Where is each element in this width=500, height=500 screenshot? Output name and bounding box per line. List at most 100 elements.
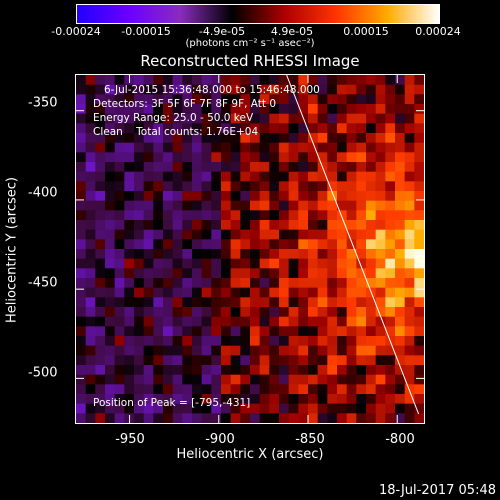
heatmap-cell bbox=[250, 229, 260, 240]
heatmap-cell bbox=[288, 162, 299, 172]
heatmap-cell bbox=[356, 258, 367, 269]
heatmap-cell bbox=[134, 123, 144, 134]
heatmap-cell bbox=[230, 394, 241, 404]
heatmap-cell bbox=[153, 316, 164, 327]
heatmap-cell bbox=[279, 394, 289, 404]
heatmap-cell bbox=[76, 181, 86, 192]
heatmap-cell bbox=[143, 297, 154, 308]
heatmap-cell bbox=[114, 384, 125, 395]
heatmap-cell bbox=[356, 394, 367, 404]
heatmap-cell bbox=[153, 104, 164, 114]
heatmap-cell bbox=[279, 403, 289, 414]
heatmap-cell bbox=[337, 374, 347, 385]
heatmap-cell bbox=[240, 307, 251, 317]
heatmap-cell bbox=[298, 268, 309, 279]
heatmap-cell bbox=[153, 297, 164, 308]
heatmap-cell bbox=[269, 181, 280, 192]
heatmap-cell bbox=[230, 171, 241, 182]
heatmap-cell bbox=[414, 220, 424, 230]
heatmap-cell bbox=[269, 210, 280, 221]
heatmap-cell bbox=[134, 278, 144, 288]
heatmap-cell bbox=[269, 345, 280, 356]
heatmap-cell bbox=[240, 278, 251, 288]
heatmap-cell bbox=[182, 268, 193, 279]
heatmap-cell bbox=[375, 220, 386, 230]
heatmap-cell bbox=[85, 75, 96, 85]
heatmap-cell bbox=[85, 94, 96, 105]
heatmap-cell bbox=[153, 152, 164, 163]
heatmap-cell bbox=[153, 403, 164, 414]
heatmap-cell bbox=[201, 307, 212, 317]
heatmap-cell bbox=[308, 297, 318, 308]
heatmap-cell bbox=[221, 142, 231, 153]
heatmap-cell bbox=[317, 394, 328, 404]
heatmap-cell bbox=[279, 268, 289, 279]
heatmap-cell bbox=[211, 258, 222, 269]
heatmap-cell bbox=[250, 171, 260, 182]
heatmap-cell bbox=[385, 287, 396, 298]
heatmap-cell bbox=[240, 365, 251, 375]
heatmap-cell bbox=[356, 307, 367, 317]
heatmap-cell bbox=[124, 249, 135, 259]
heatmap-cell bbox=[201, 345, 212, 356]
heatmap-cell bbox=[259, 384, 270, 395]
heatmap-cell bbox=[76, 123, 86, 134]
heatmap-cell bbox=[230, 113, 241, 124]
heatmap-cell bbox=[327, 316, 338, 327]
heatmap-cell bbox=[385, 394, 396, 404]
heatmap-cell bbox=[385, 268, 396, 279]
heatmap-cell bbox=[124, 142, 135, 153]
heatmap-cell bbox=[163, 345, 173, 356]
heatmap-cell bbox=[76, 258, 86, 269]
heatmap-cell bbox=[95, 413, 106, 423]
heatmap-cell bbox=[269, 268, 280, 279]
heatmap-cell bbox=[105, 239, 115, 250]
heatmap-cell bbox=[346, 374, 357, 385]
heatmap-cell bbox=[414, 374, 424, 385]
heatmap-cell bbox=[182, 113, 193, 124]
heatmap-cell bbox=[76, 200, 86, 211]
heatmap-cell bbox=[298, 210, 309, 221]
heatmap-cell bbox=[221, 123, 231, 134]
heatmap-cell bbox=[279, 142, 289, 153]
heatmap-cell bbox=[230, 200, 241, 211]
heatmap-cell bbox=[172, 133, 183, 143]
heatmap-cell bbox=[366, 345, 376, 356]
heatmap-cell bbox=[366, 239, 376, 250]
heatmap-cell bbox=[259, 287, 270, 298]
heatmap-cell bbox=[230, 210, 241, 221]
heatmap-cell bbox=[298, 152, 309, 163]
heatmap-cell bbox=[211, 307, 222, 317]
heatmap-cell bbox=[356, 355, 367, 366]
heatmap-cell bbox=[134, 104, 144, 114]
heatmap-cell bbox=[221, 336, 231, 346]
heatmap-cell bbox=[327, 191, 338, 201]
heatmap-cell bbox=[172, 307, 183, 317]
heatmap-cell bbox=[163, 316, 173, 327]
heatmap-cell bbox=[95, 345, 106, 356]
heatmap-cell bbox=[124, 336, 135, 346]
heatmap-cell bbox=[385, 355, 396, 366]
heatmap-cell bbox=[192, 287, 202, 298]
heatmap-cell bbox=[337, 171, 347, 182]
heatmap-cell bbox=[259, 162, 270, 172]
heatmap-cell bbox=[327, 326, 338, 337]
heatmap-cell bbox=[172, 84, 183, 95]
heatmap-cell bbox=[143, 142, 154, 153]
x-tick-label: -950 bbox=[115, 432, 145, 447]
heatmap-cell bbox=[114, 326, 125, 337]
heatmap-cell bbox=[105, 142, 115, 153]
heatmap-cell bbox=[259, 258, 270, 269]
heatmap-cell bbox=[366, 210, 376, 221]
heatmap-cell bbox=[172, 316, 183, 327]
heatmap-cell bbox=[327, 365, 338, 375]
heatmap-cell bbox=[85, 345, 96, 356]
heatmap-cell bbox=[308, 355, 318, 366]
heatmap-cell bbox=[76, 171, 86, 182]
heatmap-cell bbox=[201, 123, 212, 134]
heatmap-cell bbox=[356, 133, 367, 143]
heatmap-cell bbox=[95, 229, 106, 240]
heatmap-cell bbox=[288, 239, 299, 250]
heatmap-cell bbox=[182, 229, 193, 240]
heatmap-cell bbox=[105, 278, 115, 288]
